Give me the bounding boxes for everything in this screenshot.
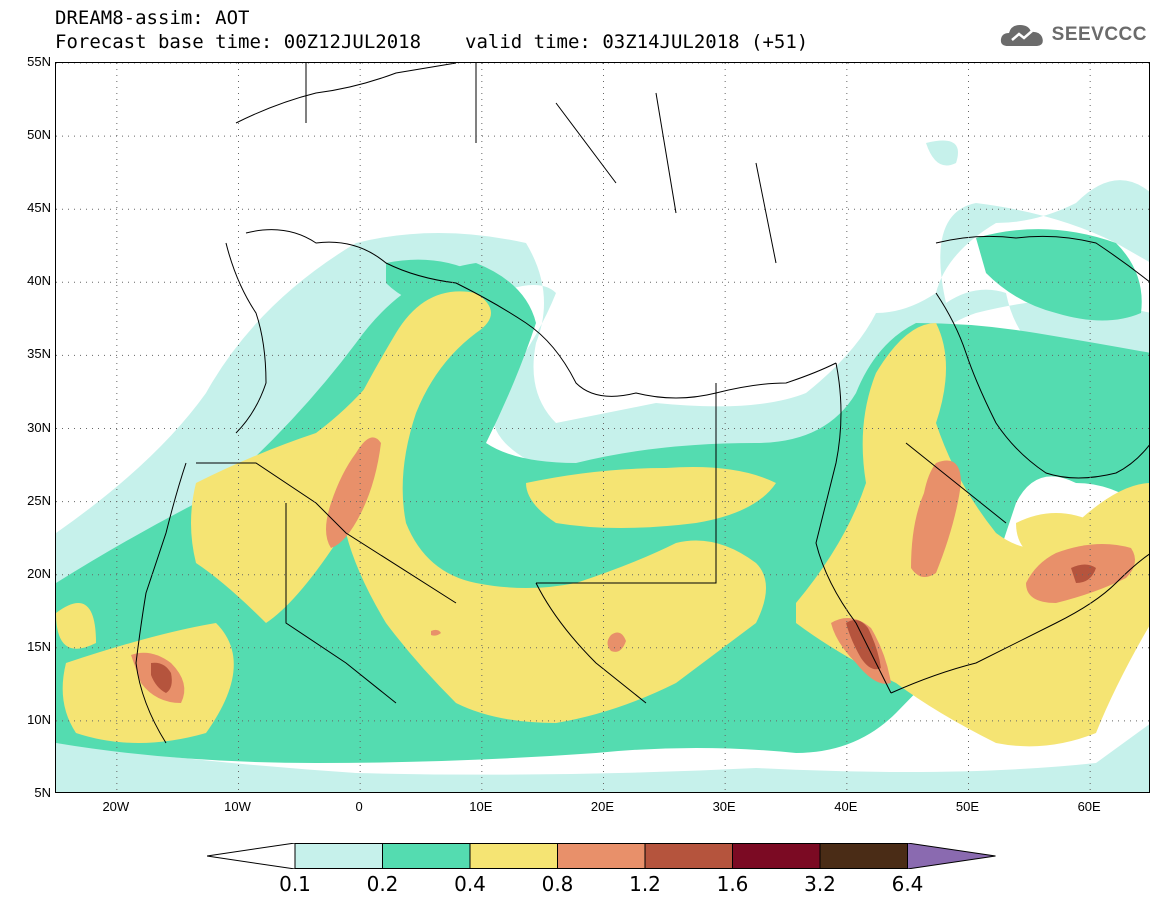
colorbar-level-label: 0.1 [279,872,311,896]
lat-tick-label: 15N [27,638,51,654]
colorbar-level-label: 3.2 [804,872,836,896]
colorbar-swatch [557,843,646,869]
aot-colorbar [207,843,996,869]
lon-tick-label: 20W [102,799,130,814]
colorbar-level-label: 0.2 [366,872,399,896]
lat-tick-label: 10N [27,711,51,727]
seevccc-logo: SEEVCCC [998,20,1147,50]
map-grid [56,63,1149,792]
valid-time-label: valid time: 03Z14JUL2018 (+51) [465,31,809,53]
lon-tick-label: 40E [834,799,858,814]
base-time-label: Forecast base time: 00Z12JUL2018 [55,31,422,53]
lat-tick-label: 50N [27,127,51,143]
map-plot-area [55,62,1150,793]
colorbar-level-label: 0.4 [454,872,486,896]
colorbar-under-triangle [207,843,296,869]
aot-contour-0.1 [56,140,1149,792]
lon-tick-label: 60E [1077,799,1101,814]
lon-tick-label: 0 [355,799,363,814]
colorbar-swatch [294,843,383,869]
colorbar-swatch [819,843,908,869]
colorbar-over-triangle [907,843,996,869]
lat-tick-label: 40N [27,273,51,289]
colorbar-swatch [644,843,733,869]
lon-tick-label: 10W [224,799,251,814]
colorbar-level-label: 6.4 [891,872,924,896]
colorbar-swatch [469,843,558,869]
logo-text: SEEVCCC [1051,24,1147,45]
lat-tick-label: 5N [34,785,51,800]
lat-tick-label: 20N [27,565,51,581]
map-title: DREAM8-assim: AOT [55,7,250,29]
cloud-icon [1000,25,1043,46]
lat-tick-label: 35N [27,346,51,362]
aot-contour-1.2 [151,564,1096,693]
lat-tick-label: 45N [27,200,51,216]
aot-map [56,63,1149,792]
map-subtitle: Forecast base time: 00Z12JUL2018 valid ti… [55,31,808,53]
colorbar-level-label: 1.2 [629,872,661,896]
lat-tick-label: 30N [27,419,51,435]
coastline-overlay [135,63,1149,744]
lon-tick-label: 20E [590,799,615,814]
colorbar-level-label: 0.8 [541,872,574,896]
colorbar-swatch [732,843,821,869]
lon-tick-label: 30E [712,799,736,814]
lat-tick-label: 55N [27,54,51,69]
lon-tick-label: 50E [955,799,980,814]
colorbar-swatch [382,843,471,869]
lon-tick-label: 10E [469,799,493,814]
colorbar-level-label: 1.6 [716,872,749,896]
lat-tick-label: 25N [27,492,51,508]
